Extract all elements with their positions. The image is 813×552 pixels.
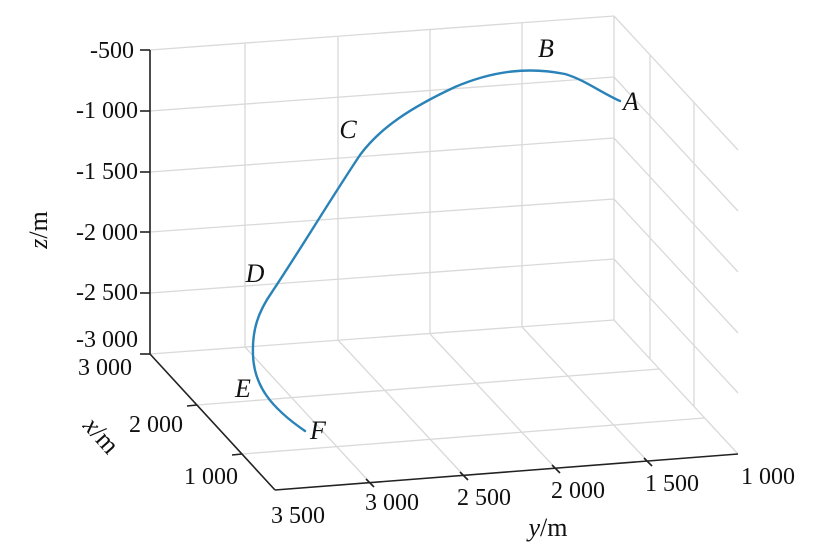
y-tick-label: 3 000 [365, 490, 419, 516]
tick-marks [140, 49, 653, 488]
y-axis-label: y/m [526, 513, 568, 542]
point-label-b: B [538, 34, 554, 63]
z-tick-label: -500 [90, 38, 134, 64]
y-tick-label: 1 000 [741, 464, 795, 490]
point-label-e: E [234, 374, 251, 403]
y-tick-label: 3 500 [271, 503, 325, 529]
y-tick-label: 2 500 [457, 485, 511, 511]
grid-side-wall [613, 15, 739, 455]
point-label-a: A [621, 87, 639, 116]
point-label-f: F [309, 416, 327, 445]
z-axis-label: z/m [24, 211, 53, 250]
x-tick-label: 1 000 [184, 464, 238, 490]
z-tick-label: -3 000 [76, 327, 138, 353]
x-tick-label: 3 000 [78, 355, 132, 381]
axis-frame [149, 50, 739, 491]
grid-back-wall [149, 15, 615, 354]
y-tick-label: 1 500 [645, 471, 699, 497]
point-label-d: D [245, 259, 265, 288]
x-tick-label: 2 000 [129, 412, 183, 438]
z-tick-label: -1 000 [76, 98, 138, 124]
x-axis-label: x/m [77, 410, 125, 459]
grid-floor [149, 319, 705, 488]
trajectory-line [251, 69, 622, 433]
z-tick-label: -1 500 [76, 159, 138, 185]
z-tick-label: -2 500 [76, 280, 138, 306]
y-tick-label: 2 000 [551, 478, 605, 504]
z-tick-label: -2 000 [76, 220, 138, 246]
point-label-c: C [339, 115, 357, 144]
